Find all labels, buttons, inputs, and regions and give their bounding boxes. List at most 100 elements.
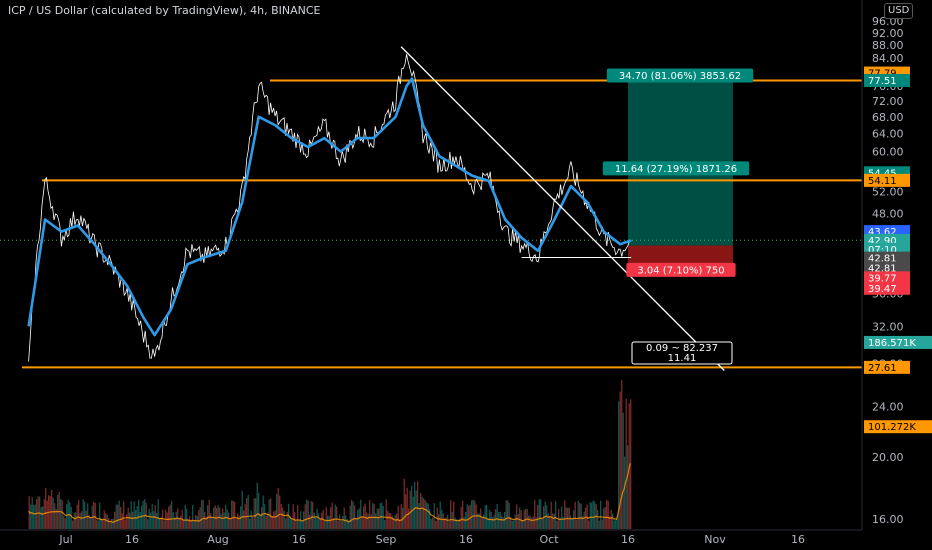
volume-bar bbox=[463, 516, 465, 529]
volume-bar bbox=[586, 504, 588, 529]
volume-bar bbox=[630, 399, 632, 529]
volume-bar bbox=[138, 499, 140, 529]
volume-bar bbox=[579, 502, 581, 529]
volume-bar bbox=[61, 500, 63, 529]
volume-bar bbox=[157, 499, 159, 529]
volume-bar bbox=[516, 504, 518, 529]
volume-bar bbox=[226, 509, 228, 529]
price-badge-bg bbox=[864, 335, 932, 349]
volume-bar bbox=[82, 499, 84, 529]
volume-bar bbox=[456, 519, 458, 529]
volume-bar bbox=[480, 508, 482, 529]
volume-bar bbox=[325, 507, 327, 529]
volume-bar bbox=[33, 504, 35, 529]
volume-bar bbox=[598, 520, 600, 529]
price-badge-bg bbox=[864, 271, 910, 285]
price-badge: 186.571K bbox=[864, 335, 932, 349]
volume-bar bbox=[190, 520, 192, 529]
volume-bar bbox=[622, 412, 624, 529]
volume-bar bbox=[198, 510, 200, 529]
volume-bar bbox=[213, 507, 215, 529]
volume-bar bbox=[388, 512, 390, 529]
volume-bar bbox=[624, 456, 626, 529]
volume-bar bbox=[313, 512, 315, 529]
volume-bar bbox=[246, 498, 248, 529]
volume-bar bbox=[117, 504, 119, 529]
volume-bar bbox=[429, 509, 431, 529]
volume-bar bbox=[409, 490, 411, 529]
volume-bar bbox=[238, 515, 240, 529]
volume-bar bbox=[343, 507, 345, 529]
volume-bar bbox=[387, 510, 389, 529]
volume-bar bbox=[379, 503, 381, 529]
volume-bar bbox=[370, 514, 372, 529]
volume-bar bbox=[547, 513, 549, 529]
volume-bar bbox=[333, 518, 335, 529]
volume-bar bbox=[588, 520, 590, 529]
volume-bar bbox=[360, 499, 362, 529]
volume-bar bbox=[496, 503, 498, 529]
volume-bar bbox=[66, 504, 68, 529]
volume-bar bbox=[556, 520, 558, 529]
volume-bar bbox=[571, 518, 573, 529]
volume-bar bbox=[453, 501, 455, 529]
volume-bar bbox=[306, 499, 308, 529]
volume-bar bbox=[111, 519, 113, 529]
volume-bar bbox=[351, 500, 353, 529]
volume-bar bbox=[195, 514, 197, 529]
price-badge-text: 07:10 bbox=[868, 245, 897, 256]
volume-bar bbox=[214, 505, 216, 529]
volume-bar bbox=[189, 516, 191, 529]
volume-bar bbox=[415, 490, 417, 529]
volume-bar bbox=[487, 518, 489, 529]
currency-button[interactable]: USD bbox=[884, 3, 914, 19]
volume-bar bbox=[504, 512, 506, 529]
price-badge-text: 54.45 bbox=[868, 168, 897, 179]
volume-bar bbox=[393, 517, 395, 529]
price-badge-bg bbox=[864, 281, 910, 295]
volume-bar bbox=[535, 517, 537, 529]
time-tick-label: Nov bbox=[704, 533, 726, 546]
volume-bar bbox=[447, 515, 449, 529]
volume-bar bbox=[417, 481, 419, 529]
volume-bar bbox=[180, 515, 182, 529]
volume-bar bbox=[414, 481, 416, 529]
volume-bar bbox=[171, 501, 173, 529]
volume-bar bbox=[219, 507, 221, 529]
volume-bar bbox=[94, 502, 96, 529]
price-tick-label: 92.00 bbox=[872, 27, 904, 40]
volume-bar bbox=[538, 499, 540, 529]
volume-bar bbox=[462, 500, 464, 529]
volume-bar bbox=[361, 516, 363, 529]
volume-bar bbox=[55, 508, 57, 529]
volume-bar bbox=[541, 518, 543, 529]
price-line bbox=[28, 54, 632, 362]
volume-bar bbox=[444, 518, 446, 529]
volume-bar bbox=[508, 502, 510, 529]
volume-bar bbox=[225, 504, 227, 529]
volume-bar bbox=[372, 502, 374, 529]
target-label: 34.70 (81.06%) 3853.62 bbox=[606, 68, 754, 83]
volume-bar bbox=[375, 513, 377, 529]
volume-bar bbox=[552, 513, 554, 529]
volume-bar bbox=[292, 504, 294, 529]
volume-bar bbox=[609, 516, 611, 529]
volume-bar bbox=[72, 520, 74, 529]
volume-bar bbox=[192, 505, 194, 529]
volume-bar bbox=[100, 517, 102, 529]
volume-bar bbox=[385, 499, 387, 529]
volume-bar bbox=[475, 504, 477, 529]
volume-bar bbox=[304, 504, 306, 529]
volume-bar bbox=[96, 520, 98, 529]
volume-bar bbox=[106, 514, 108, 529]
volume-bar bbox=[174, 517, 176, 529]
volume-bar bbox=[505, 500, 507, 529]
volume-bar bbox=[337, 520, 339, 529]
volume-bar bbox=[352, 501, 354, 529]
volume-bar bbox=[60, 499, 62, 529]
volume-bar bbox=[229, 517, 231, 529]
volume-bar bbox=[459, 518, 461, 529]
volume-bar bbox=[259, 514, 261, 529]
volume-bar bbox=[501, 515, 503, 529]
